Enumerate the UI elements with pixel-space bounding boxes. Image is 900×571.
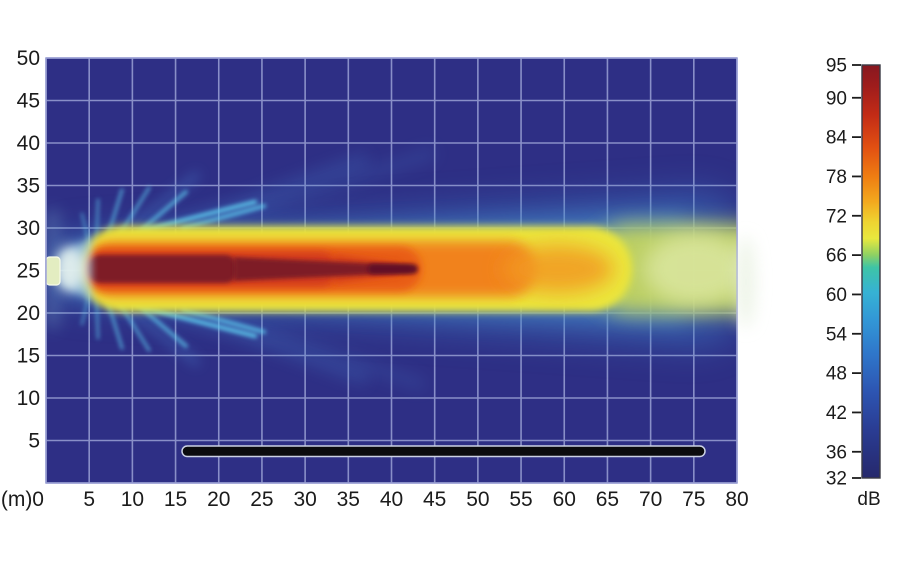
x-tick-label: 30: [293, 488, 316, 511]
x-tick-label: 25: [250, 488, 273, 511]
beam-far-haze-core: [644, 233, 737, 305]
y-tick-label: 50: [17, 47, 40, 70]
x-tick-label: 60: [553, 488, 576, 511]
colorbar: 95 90 84 78 72 66 60 54 48 42 36 32 dB: [826, 56, 881, 510]
obstacle-bar: [181, 445, 706, 458]
plot-area: [45, 57, 738, 484]
colorbar-tick-label: 95: [826, 56, 847, 77]
x-tick-label: 65: [596, 488, 619, 511]
y-tick-label: 40: [17, 132, 40, 155]
x-tick-label: 10: [121, 488, 144, 511]
colorbar-tick-labels: 95 90 84 78 72 66 60 54 48 42 36 32: [826, 56, 848, 490]
x-tick-label: 15: [164, 488, 187, 511]
spl-beam-field: [46, 148, 737, 458]
x-tick-label: 20: [207, 488, 230, 511]
y-tick-label: 10: [17, 387, 40, 410]
colorbar-tick-label: 48: [826, 364, 847, 385]
x-tick-label: 75: [682, 488, 705, 511]
beam-maroon-core: [88, 255, 238, 283]
colorbar-tick-label: 90: [826, 88, 847, 109]
y-tick-label: 15: [17, 345, 40, 368]
colorbar-tick-label: 60: [826, 285, 847, 306]
x-tick-label: 50: [466, 488, 489, 511]
source-glow: [55, 246, 85, 292]
colorbar-tick-label: 72: [826, 206, 847, 227]
beam-orange-tip: [502, 245, 614, 293]
colorbar-ticks: [852, 64, 861, 479]
colorbar-tick-label: 32: [826, 469, 847, 490]
x-tick-label: 80: [725, 488, 748, 511]
colorbar-unit-label: dB: [857, 489, 880, 510]
x-tick-label: 35: [337, 488, 360, 511]
plot-border: [45, 57, 738, 484]
y-tick-label: 5: [28, 430, 40, 453]
y-tick-label: 30: [17, 217, 40, 240]
colorbar-gradient-bar: [861, 64, 881, 479]
colorbar-tick-label: 66: [826, 246, 847, 267]
x-tick-label: 70: [639, 488, 662, 511]
y-tick-label: 35: [17, 175, 40, 198]
x-tick-label: 45: [423, 488, 446, 511]
y-tick-label: 25: [17, 260, 40, 283]
beam-dark-tip: [368, 264, 418, 274]
colorbar-tick-label: 54: [826, 324, 848, 345]
y-axis-labels: 50 45 40 35 30 25 20 15 10 5: [17, 47, 40, 453]
x-tick-label: 55: [509, 488, 532, 511]
colorbar-tick-label: 84: [826, 128, 848, 149]
colorbar-tick-label: 78: [826, 167, 847, 188]
y-tick-label: 45: [17, 90, 40, 113]
x-tick-label: 40: [380, 488, 403, 511]
y-tick-label: 20: [17, 302, 40, 325]
right-edge-bleed-glow: [737, 236, 755, 328]
colorbar-tick-label: 42: [826, 403, 847, 424]
source-marker: [46, 256, 61, 286]
x-tick-label: 5: [83, 488, 95, 511]
colorbar-tick-label: 36: [826, 442, 847, 463]
beam-maroon-tail: [234, 257, 417, 281]
origin-unit-label: (m)0: [1, 488, 44, 511]
x-axis-labels: 5 10 15 20 25 30 35 40 45 50 55 60 65 70 75 80: [83, 488, 748, 511]
